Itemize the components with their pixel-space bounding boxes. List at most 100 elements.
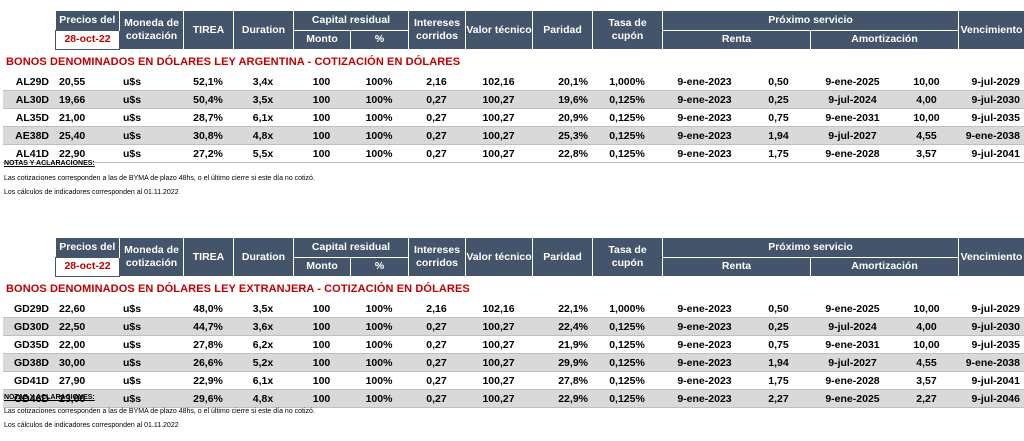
renta-date-cell: 9-ene-2023 <box>662 108 747 127</box>
price-cell: 25,40 <box>55 126 119 145</box>
monto-cell: 100 <box>293 353 350 372</box>
renta-date-cell: 9-ene-2023 <box>662 73 747 91</box>
header-moneda: Moneda de cotización <box>119 11 184 49</box>
amortizacion-value-cell: 4,00 <box>895 90 958 109</box>
paridad-cell: 22,8% <box>532 144 592 163</box>
pct-cell: 100% <box>350 90 408 109</box>
renta-value-cell: 0,50 <box>747 73 810 91</box>
valor-tecnico-cell: 100,27 <box>465 108 532 127</box>
tasa-cupon-cell: 0,125% <box>592 371 662 390</box>
tirea-cell: 28,7% <box>183 108 233 127</box>
tirea-cell: 22,9% <box>183 371 233 390</box>
tirea-cell: 27,2% <box>183 144 233 163</box>
ticker-cell: AL30D <box>3 90 55 109</box>
vencimiento-cell: 9-jul-2035 <box>958 335 1024 354</box>
renta-date-cell: 9-ene-2023 <box>662 317 747 336</box>
price-cell: 30,00 <box>55 353 119 372</box>
amortizacion-date-cell: 9-ene-2025 <box>810 389 895 408</box>
valor-tecnico-cell: 100,27 <box>465 144 532 163</box>
table-header: Precios del Moneda de cotización TIREA D… <box>55 238 1024 277</box>
intereses-cell: 0,27 <box>408 90 465 109</box>
intereses-cell: 0,27 <box>408 389 465 408</box>
duration-cell: 3,5x <box>233 300 293 318</box>
note-line-1: Las cotizaciones corresponden a las de B… <box>4 408 315 415</box>
header-moneda: Moneda de cotización <box>119 238 184 276</box>
header-proximo-servicio: Próximo servicio <box>662 238 960 257</box>
ticker-cell: GD29D <box>3 300 55 318</box>
valor-tecnico-cell: 100,27 <box>465 389 532 408</box>
tirea-cell: 30,8% <box>183 126 233 145</box>
ticker-cell: GD46D <box>3 389 55 408</box>
table-row: GD46D 23,00 u$s 29,6% 4,8x 100 100% 0,27 100,27 2… <box>3 389 1024 408</box>
price-cell: 27,90 <box>55 371 119 390</box>
table-row: GD29D 22,60 u$s 48,0% 3,5x 100 100% 2,16 102,16 2… <box>3 300 1024 318</box>
tirea-cell: 29,6% <box>183 389 233 408</box>
paridad-cell: 20,1% <box>532 73 592 91</box>
amortizacion-value-cell: 4,00 <box>895 317 958 336</box>
tasa-cupon-cell: 1,000% <box>592 73 662 91</box>
duration-cell: 6,1x <box>233 108 293 127</box>
paridad-cell: 22,9% <box>532 389 592 408</box>
renta-value-cell: 0,75 <box>747 335 810 354</box>
vencimiento-cell: 9-jul-2035 <box>958 108 1024 127</box>
price-cell: 22,00 <box>55 335 119 354</box>
intereses-cell: 0,27 <box>408 144 465 163</box>
tasa-cupon-cell: 0,125% <box>592 335 662 354</box>
duration-cell: 6,2x <box>233 335 293 354</box>
valor-tecnico-cell: 100,27 <box>465 317 532 336</box>
monto-cell: 100 <box>293 108 350 127</box>
amortizacion-date-cell: 9-ene-2025 <box>810 73 895 91</box>
header-amortizacion: Amortización <box>810 29 960 49</box>
amortizacion-date-cell: 9-jul-2024 <box>810 90 895 109</box>
header-tirea: TIREA <box>183 238 234 276</box>
valor-tecnico-cell: 102,16 <box>465 300 532 318</box>
ticker-cell: AL41D <box>3 144 55 163</box>
renta-value-cell: 0,75 <box>747 108 810 127</box>
note-line-1: Las cotizaciones corresponden a las de B… <box>4 175 315 182</box>
vencimiento-cell: 9-jul-2029 <box>958 300 1024 318</box>
tasa-cupon-cell: 0,125% <box>592 144 662 163</box>
currency-cell: u$s <box>119 389 183 408</box>
amortizacion-date-cell: 9-jul-2024 <box>810 317 895 336</box>
monto-cell: 100 <box>293 371 350 390</box>
header-precios-del: Precios del <box>55 11 120 30</box>
currency-cell: u$s <box>119 90 183 109</box>
pct-cell: 100% <box>350 371 408 390</box>
table-row: AL35D 21,00 u$s 28,7% 6,1x 100 100% 0,27 100,27 2… <box>3 108 1024 127</box>
renta-date-cell: 9-ene-2023 <box>662 300 747 318</box>
monto-cell: 100 <box>293 126 350 145</box>
ticker-cell: GD41D <box>3 371 55 390</box>
intereses-cell: 0,27 <box>408 126 465 145</box>
pct-cell: 100% <box>350 317 408 336</box>
currency-cell: u$s <box>119 108 183 127</box>
intereses-cell: 0,27 <box>408 108 465 127</box>
amortizacion-value-cell: 2,27 <box>895 389 958 408</box>
paridad-cell: 19,6% <box>532 90 592 109</box>
currency-cell: u$s <box>119 353 183 372</box>
pct-cell: 100% <box>350 73 408 91</box>
monto-cell: 100 <box>293 335 350 354</box>
renta-value-cell: 1,75 <box>747 371 810 390</box>
vencimiento-cell: 9-jul-2029 <box>958 73 1024 91</box>
amortizacion-date-cell: 9-ene-2028 <box>810 144 895 163</box>
header-tirea: TIREA <box>183 11 234 49</box>
amortizacion-date-cell: 9-ene-2031 <box>810 335 895 354</box>
tirea-cell: 52,1% <box>183 73 233 91</box>
section-title: BONOS DENOMINADOS EN DÓLARES LEY ARGENTI… <box>6 56 461 68</box>
renta-value-cell: 1,94 <box>747 353 810 372</box>
ticker-cell: AL29D <box>3 73 55 91</box>
monto-cell: 100 <box>293 144 350 163</box>
amortizacion-value-cell: 4,55 <box>895 126 958 145</box>
monto-cell: 100 <box>293 317 350 336</box>
header-intereses: Intereses corridos <box>408 238 467 276</box>
pct-cell: 100% <box>350 144 408 163</box>
currency-cell: u$s <box>119 300 183 318</box>
price-cell: 22,60 <box>55 300 119 318</box>
vencimiento-cell: 9-jul-2030 <box>958 317 1024 336</box>
tirea-cell: 48,0% <box>183 300 233 318</box>
duration-cell: 3,6x <box>233 317 293 336</box>
intereses-cell: 0,27 <box>408 353 465 372</box>
table-row: AE38D 25,40 u$s 30,8% 4,8x 100 100% 0,27 100,27 2… <box>3 126 1024 145</box>
notes-title: NOTAS Y ACLARACIONES: <box>4 160 95 167</box>
vencimiento-cell: 9-ene-2038 <box>958 126 1024 145</box>
